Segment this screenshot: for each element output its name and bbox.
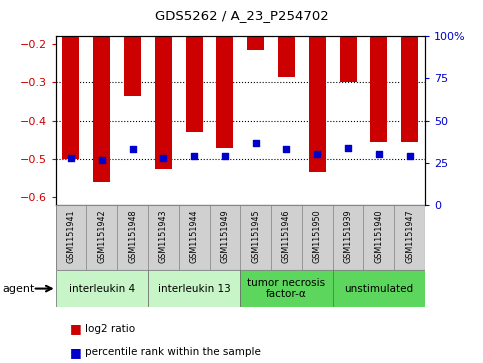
Bar: [370, 36, 387, 142]
Bar: [240, 270, 333, 307]
Text: ■: ■: [70, 346, 82, 359]
Bar: [278, 36, 295, 77]
Point: [190, 153, 198, 159]
Text: GSM1151949: GSM1151949: [220, 210, 229, 263]
Bar: [62, 36, 79, 159]
Bar: [148, 205, 179, 270]
Text: GSM1151948: GSM1151948: [128, 210, 137, 263]
Point: [406, 153, 413, 159]
Text: GSM1151942: GSM1151942: [97, 210, 106, 263]
Bar: [247, 36, 264, 50]
Text: GDS5262 / A_23_P254702: GDS5262 / A_23_P254702: [155, 9, 328, 22]
Point: [283, 147, 290, 152]
Text: ■: ■: [70, 322, 82, 335]
Text: GSM1151941: GSM1151941: [67, 210, 75, 263]
Text: interleukin 4: interleukin 4: [69, 284, 135, 294]
Bar: [155, 36, 172, 169]
Bar: [56, 205, 86, 270]
Bar: [117, 205, 148, 270]
Bar: [148, 270, 241, 307]
Bar: [271, 205, 302, 270]
Point: [313, 152, 321, 158]
Text: GSM1151950: GSM1151950: [313, 210, 322, 263]
Bar: [333, 270, 425, 307]
Bar: [309, 36, 326, 172]
Point: [375, 152, 383, 158]
Bar: [216, 36, 233, 147]
Bar: [394, 205, 425, 270]
Text: GSM1151947: GSM1151947: [405, 210, 414, 263]
Text: unstimulated: unstimulated: [344, 284, 413, 294]
Text: GSM1151940: GSM1151940: [374, 210, 384, 263]
Text: tumor necrosis
factor-α: tumor necrosis factor-α: [247, 278, 326, 299]
Bar: [179, 205, 210, 270]
Bar: [185, 36, 202, 132]
Text: GSM1151946: GSM1151946: [282, 210, 291, 263]
Bar: [364, 205, 394, 270]
Point: [252, 140, 259, 146]
Bar: [56, 270, 148, 307]
Bar: [86, 205, 117, 270]
Text: GSM1151944: GSM1151944: [190, 210, 199, 263]
Point: [98, 156, 106, 162]
Bar: [340, 36, 356, 82]
Point: [128, 147, 136, 152]
Bar: [93, 36, 110, 182]
Bar: [401, 36, 418, 142]
Bar: [240, 205, 271, 270]
Bar: [302, 205, 333, 270]
Point: [159, 155, 167, 161]
Bar: [124, 36, 141, 96]
Text: percentile rank within the sample: percentile rank within the sample: [85, 347, 260, 357]
Bar: [333, 205, 364, 270]
Point: [67, 155, 75, 161]
Text: GSM1151943: GSM1151943: [159, 210, 168, 263]
Text: agent: agent: [2, 284, 35, 294]
Text: log2 ratio: log2 ratio: [85, 323, 135, 334]
Text: GSM1151939: GSM1151939: [343, 210, 353, 263]
Point: [344, 145, 352, 151]
Text: GSM1151945: GSM1151945: [251, 210, 260, 263]
Text: interleukin 13: interleukin 13: [158, 284, 230, 294]
Point: [221, 153, 229, 159]
Bar: [210, 205, 240, 270]
